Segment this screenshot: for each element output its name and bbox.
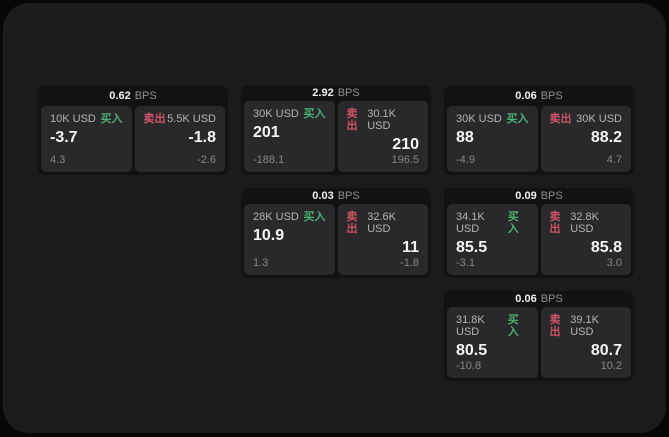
buy-panel[interactable]: 28K USD 买入 10.9 1.3: [244, 204, 335, 275]
bps-header: 0.03 BPS: [244, 188, 428, 204]
bps-value: 0.03: [312, 190, 334, 202]
buy-sub-value: -3.1: [456, 257, 475, 269]
quote-panels: 34.1K USD 买入 85.5 -3.1 卖出 32.8K USD 85.8…: [447, 204, 631, 275]
buy-sub-value: -4.9: [456, 154, 475, 166]
buy-amount: 30K USD: [456, 113, 502, 125]
quote-grid: 0.62 BPS 10K USD 买入 -3.7 4.3 卖出 5.5K USD: [38, 85, 634, 381]
buy-sub-value: 4.3: [50, 154, 66, 166]
sell-sub-value: 196.5: [391, 154, 419, 166]
sell-panel[interactable]: 卖出 32.6K USD 11 -1.8: [337, 204, 428, 275]
sell-badge: 卖出: [549, 113, 572, 125]
sell-price: 11: [402, 239, 419, 256]
buy-badge: 买入: [303, 108, 326, 120]
sell-badge: 卖出: [143, 113, 166, 125]
quote-panels: 30K USD 买入 201 -188.1 卖出 30.1K USD 210 1…: [244, 101, 428, 172]
sell-sub-value: -2.6: [197, 154, 216, 166]
sell-amount: 32.8K USD: [570, 211, 599, 235]
bps-unit: BPS: [540, 89, 563, 102]
sell-sub-value: 3.0: [606, 257, 622, 269]
quote-panels: 30K USD 买入 88 -4.9 卖出 30K USD 88.2 4.7: [447, 106, 631, 172]
sell-badge: 卖出: [346, 211, 358, 235]
sell-sub-value: 10.2: [600, 360, 622, 372]
bps-unit: BPS: [540, 293, 563, 305]
app-window: 0.62 BPS 10K USD 买入 -3.7 4.3 卖出 5.5K USD: [3, 3, 666, 433]
bps-header: 2.92 BPS: [244, 85, 428, 101]
quote-panels: 10K USD 买入 -3.7 4.3 卖出 5.5K USD -1.8 -2.…: [41, 106, 225, 172]
quote-card: 0.09 BPS 34.1K USD 买入 85.5 -3.1 卖出 32.8K…: [444, 188, 634, 278]
sell-amount: 30.1K USD: [367, 108, 396, 132]
buy-price: 88: [456, 129, 474, 146]
buy-price: 201: [253, 124, 280, 141]
buy-panel[interactable]: 31.8K USD 买入 80.5 -10.8: [447, 307, 538, 378]
buy-amount: 30K USD: [253, 108, 299, 120]
sell-panel[interactable]: 卖出 30.1K USD 210 196.5: [337, 101, 428, 172]
bps-header: 0.06 BPS: [447, 291, 631, 307]
sell-sub-value: -1.8: [400, 257, 419, 269]
bps-value: 2.92: [312, 87, 334, 99]
bps-value: 0.62: [109, 89, 131, 102]
bps-value: 0.09: [515, 190, 537, 202]
sell-price: 80.7: [590, 342, 622, 359]
buy-price: 80.5: [456, 342, 488, 359]
sell-price: 88.2: [590, 129, 622, 146]
bps-header: 0.06 BPS: [447, 85, 631, 106]
quote-card: 0.03 BPS 28K USD 买入 10.9 1.3 卖出 32.6K US…: [241, 188, 431, 278]
buy-amount: 10K USD: [50, 113, 96, 125]
sell-badge: 卖出: [549, 314, 561, 338]
buy-badge: 买入: [303, 211, 326, 223]
sell-price: 85.8: [590, 239, 622, 256]
bps-header: 0.62 BPS: [41, 85, 225, 106]
bps-unit: BPS: [337, 87, 360, 99]
sell-price: -1.8: [188, 129, 216, 146]
sell-amount: 32.6K USD: [367, 211, 396, 235]
sell-panel[interactable]: 卖出 32.8K USD 85.8 3.0: [540, 204, 631, 275]
buy-price: 10.9: [253, 227, 285, 244]
quote-panels: 28K USD 买入 10.9 1.3 卖出 32.6K USD 11 -1.8: [244, 204, 428, 275]
buy-amount: 28K USD: [253, 211, 299, 223]
sell-price: 210: [392, 136, 419, 153]
sell-panel[interactable]: 卖出 30K USD 88.2 4.7: [540, 106, 631, 172]
buy-panel[interactable]: 30K USD 买入 201 -188.1: [244, 101, 335, 172]
buy-sub-value: -10.8: [456, 360, 482, 372]
buy-price: 85.5: [456, 239, 488, 256]
buy-badge: 买入: [507, 211, 519, 235]
bps-unit: BPS: [337, 190, 360, 202]
quote-card: 0.06 BPS 31.8K USD 买入 80.5 -10.8 卖出 39.1…: [444, 291, 634, 381]
buy-amount: 31.8K USD: [456, 314, 485, 338]
bps-header: 0.09 BPS: [447, 188, 631, 204]
bps-value: 0.06: [515, 293, 537, 305]
quote-card: 2.92 BPS 30K USD 买入 201 -188.1 卖出 30.1K …: [241, 85, 431, 175]
buy-sub-value: -188.1: [253, 154, 285, 166]
buy-panel[interactable]: 30K USD 买入 88 -4.9: [447, 106, 538, 172]
buy-sub-value: 1.3: [253, 257, 269, 269]
sell-amount: 5.5K USD: [167, 113, 216, 125]
buy-badge: 买入: [100, 113, 123, 125]
buy-amount: 34.1K USD: [456, 211, 485, 235]
bps-unit: BPS: [134, 89, 157, 102]
sell-badge: 卖出: [549, 211, 561, 235]
buy-panel[interactable]: 34.1K USD 买入 85.5 -3.1: [447, 204, 538, 275]
quote-card: 0.06 BPS 30K USD 买入 88 -4.9 卖出 30K USD: [444, 85, 634, 175]
buy-badge: 买入: [506, 113, 529, 125]
bps-value: 0.06: [515, 89, 537, 102]
quote-panels: 31.8K USD 买入 80.5 -10.8 卖出 39.1K USD 80.…: [447, 307, 631, 378]
buy-badge: 买入: [507, 314, 519, 338]
sell-sub-value: 4.7: [606, 154, 622, 166]
quote-card: 0.62 BPS 10K USD 买入 -3.7 4.3 卖出 5.5K USD: [38, 85, 228, 175]
sell-badge: 卖出: [346, 108, 358, 132]
sell-amount: 39.1K USD: [570, 314, 599, 338]
sell-amount: 30K USD: [576, 113, 622, 125]
sell-panel[interactable]: 卖出 39.1K USD 80.7 10.2: [540, 307, 631, 378]
bps-unit: BPS: [540, 190, 563, 202]
buy-panel[interactable]: 10K USD 买入 -3.7 4.3: [41, 106, 132, 172]
sell-panel[interactable]: 卖出 5.5K USD -1.8 -2.6: [134, 106, 225, 172]
buy-price: -3.7: [50, 129, 78, 146]
